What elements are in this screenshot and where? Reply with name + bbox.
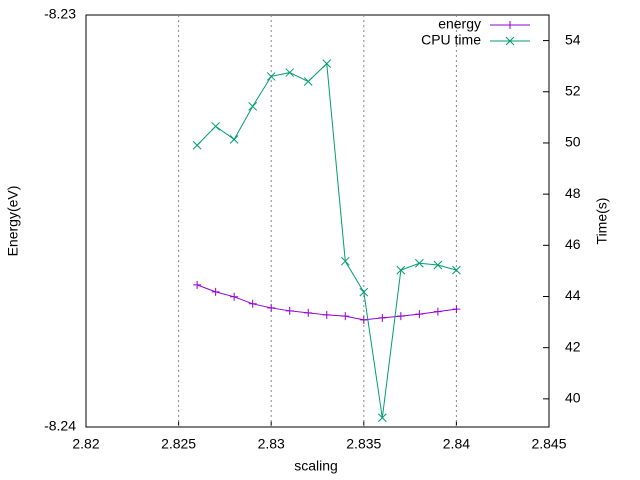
point-marker	[452, 265, 461, 275]
y2-tick-label: 48	[565, 185, 581, 201]
x-tick-label: 2.82	[72, 436, 99, 452]
point-marker	[433, 260, 443, 270]
y-tick-label: -8.24	[44, 418, 76, 434]
y-axis-label: Energy(eV)	[5, 186, 21, 257]
point-marker	[211, 121, 220, 131]
x-tick-label: 2.835	[346, 436, 381, 452]
point-marker	[433, 307, 442, 316]
point-marker	[452, 305, 461, 314]
legend-marker	[505, 36, 515, 46]
y-tick-label: -8.23	[44, 6, 76, 22]
y2-tick-label: 44	[565, 287, 581, 303]
point-marker	[340, 256, 350, 266]
point-marker	[359, 287, 369, 297]
y2-tick-label: 50	[565, 134, 581, 150]
point-marker	[322, 310, 331, 319]
point-marker	[304, 308, 313, 317]
point-marker	[303, 77, 313, 86]
legend-label: CPU time	[421, 32, 481, 48]
x-tick-label: 2.845	[531, 436, 566, 452]
point-marker	[341, 312, 350, 321]
point-marker	[396, 312, 405, 321]
x-axis-label: scaling	[294, 458, 338, 474]
y2-tick-label: 54	[565, 31, 581, 47]
point-marker	[285, 68, 295, 77]
y2-tick-label: 52	[565, 82, 581, 98]
y2-tick-label: 46	[565, 236, 581, 252]
x-tick-label: 2.825	[161, 436, 196, 452]
y2-tick-label: 42	[565, 338, 581, 354]
legend-marker	[506, 21, 514, 29]
point-marker	[229, 135, 239, 144]
point-marker	[248, 102, 258, 111]
legend-label: energy	[438, 16, 481, 32]
x-tick-label: 2.83	[258, 436, 285, 452]
point-marker	[322, 59, 332, 68]
point-marker	[359, 315, 368, 324]
point-marker	[396, 265, 406, 275]
point-marker	[266, 72, 276, 81]
point-marker	[285, 306, 294, 315]
plot-border	[85, 14, 550, 428]
point-marker	[377, 413, 387, 423]
point-marker	[193, 280, 202, 289]
point-marker	[192, 140, 202, 150]
point-marker	[378, 313, 387, 322]
series-line	[196, 62, 457, 418]
point-marker	[211, 287, 220, 296]
y2-axis-label: Time(s)	[594, 198, 610, 245]
point-marker	[415, 258, 424, 268]
x-tick-label: 2.84	[443, 436, 470, 452]
point-marker	[230, 292, 239, 301]
point-marker	[267, 303, 276, 312]
point-marker	[248, 299, 257, 308]
point-marker	[415, 310, 424, 319]
y2-tick-label: 40	[565, 390, 581, 406]
